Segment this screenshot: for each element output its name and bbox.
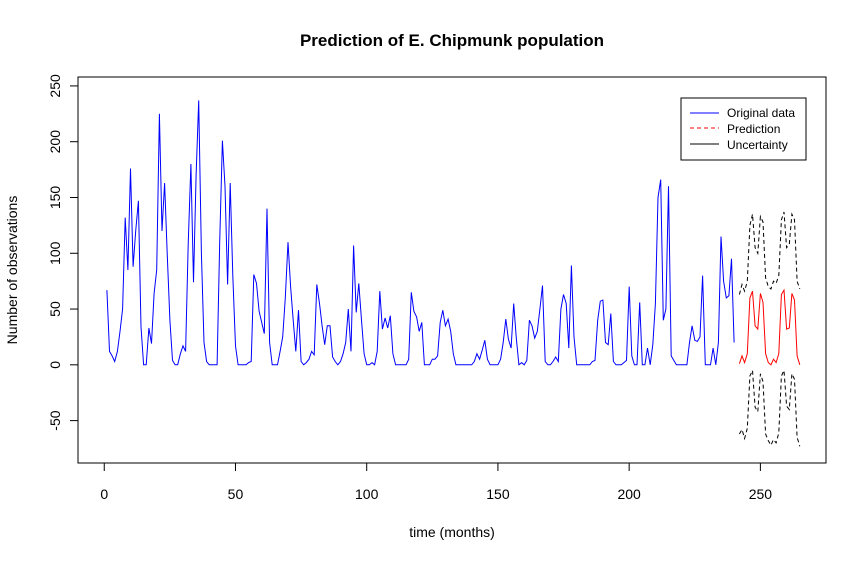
x-tick-label: 0 — [100, 486, 108, 502]
legend-label-prediction: Prediction — [727, 122, 780, 136]
y-tick-label: 200 — [47, 130, 63, 154]
y-tick-label: -50 — [47, 410, 63, 430]
y-tick-label: 250 — [47, 74, 63, 98]
data-lines — [106, 100, 801, 447]
x-tick-label: 200 — [617, 486, 641, 502]
series-line-uncertainty_lower — [738, 368, 801, 447]
y-axis: -50 0 50 100 150 200 250 — [47, 74, 79, 431]
x-tick-label: 250 — [749, 486, 773, 502]
legend: Original data Prediction Uncertainty — [680, 97, 807, 161]
x-tick-label: 150 — [486, 486, 510, 502]
chart-title: Prediction of E. Chipmunk population — [300, 31, 604, 50]
y-tick-label: 150 — [47, 186, 63, 210]
legend-label-original: Original data — [727, 106, 795, 120]
x-axis-label: time (months) — [409, 524, 495, 540]
y-tick-label: 0 — [47, 361, 63, 369]
legend-box — [680, 97, 807, 161]
x-tick-label: 100 — [355, 486, 379, 502]
x-axis: 0 50 100 150 200 250 — [100, 462, 773, 502]
legend-label-uncertainty: Uncertainty — [727, 138, 788, 152]
series-line-prediction — [738, 288, 801, 366]
y-axis-label: Number of observations — [4, 196, 20, 345]
y-tick-label: 50 — [47, 301, 63, 317]
series-line-uncertainty_upper — [738, 211, 801, 295]
y-tick-label: 100 — [47, 241, 63, 265]
x-tick-label: 50 — [228, 486, 244, 502]
series-line-original — [106, 100, 735, 366]
